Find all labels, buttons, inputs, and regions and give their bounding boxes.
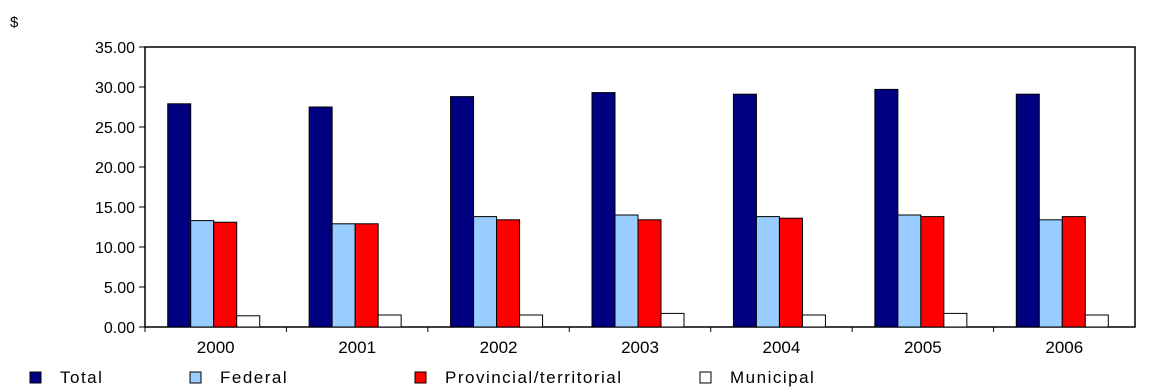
bar-municipal-2003 [660,312,685,328]
x-tick-label: 2001 [338,338,376,357]
bar-total-2004 [732,93,757,328]
legend-swatch-total [29,371,42,384]
bar-total-2003 [591,92,616,328]
y-tick-label: 25.00 [95,120,135,137]
x-tick-label: 2003 [621,338,659,357]
bar-federal-2005 [897,214,922,328]
y-tick-label: 10.00 [95,240,135,257]
bar-municipal-2000 [236,315,261,328]
bar-municipal-2004 [801,314,826,328]
bar-municipal-2001 [377,314,402,328]
bar-federal-2003 [614,214,639,328]
bar-provincial-territorial-2006 [1061,216,1086,328]
bar-federal-2004 [755,216,780,328]
x-tick-label: 2006 [1045,338,1083,357]
bar-municipal-2005 [943,312,968,328]
bar-total-2002 [450,96,475,328]
x-tick-label: 2005 [904,338,942,357]
bar-total-2005 [874,88,899,328]
bar-total-2000 [167,103,192,328]
bar-provincial-territorial-2000 [213,221,238,328]
y-tick-label: 15.00 [95,200,135,217]
y-tick-label: 5.00 [104,280,135,297]
legend: Total Federal Provincial/territorial Munici… [29,368,815,387]
bar-federal-2006 [1038,219,1063,328]
bar-federal-2000 [190,220,215,328]
x-tick-label: 2002 [480,338,518,357]
plot-area: 0.00 5.00 10.00 15.00 20.00 25.00 30.00 35.00 20… [95,40,1136,357]
x-tick-label: 2004 [763,338,801,357]
legend-swatch-federal [189,371,202,384]
bar-municipal-2006 [1084,314,1109,328]
bar-federal-2002 [473,216,498,328]
bar-provincial-territorial-2004 [778,217,803,328]
y-tick-label: 0.00 [104,320,135,337]
bar-provincial-territorial-2002 [496,219,521,328]
bar-total-2006 [1015,93,1040,328]
y-tick-label: 20.00 [95,160,135,177]
legend-swatch-provincial-territorial [414,371,427,384]
y-axis-unit-label: $ [10,14,19,31]
bar-federal-2001 [331,223,356,328]
bar-provincial-territorial-2003 [637,219,662,328]
bar-municipal-2002 [519,314,544,328]
bar-total-2001 [308,106,333,328]
legend-swatch-municipal [699,371,712,384]
y-tick-label: 35.00 [95,40,135,57]
legend-label-federal: Federal [220,368,288,387]
y-tick-label: 30.00 [95,80,135,97]
bar-provincial-territorial-2005 [920,216,945,328]
legend-label-municipal: Municipal [730,368,815,387]
x-tick-label: 2000 [197,338,235,357]
legend-label-total: Total [60,368,103,387]
bar-provincial-territorial-2001 [354,223,379,328]
legend-label-provincial-territorial: Provincial/territorial [445,368,623,387]
